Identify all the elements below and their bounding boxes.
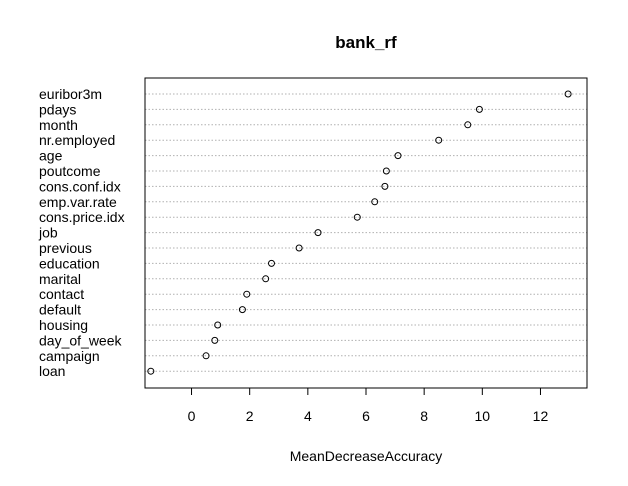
y-tick-label: pdays bbox=[39, 101, 76, 117]
data-point bbox=[394, 152, 402, 160]
x-tick-label: 0 bbox=[188, 408, 196, 424]
y-tick-label: poutcome bbox=[39, 163, 101, 179]
y-tick-label: contact bbox=[39, 286, 84, 302]
data-point bbox=[564, 90, 572, 98]
y-tick-label: housing bbox=[39, 317, 88, 333]
x-tick-label: 6 bbox=[362, 408, 370, 424]
data-point bbox=[267, 259, 275, 267]
x-tick-label: 12 bbox=[533, 408, 549, 424]
x-axis: 0 2 4 6 8 10 12 bbox=[188, 387, 549, 424]
x-tick-label: 4 bbox=[304, 408, 312, 424]
grid-lines bbox=[145, 93, 587, 372]
data-point bbox=[243, 290, 251, 298]
y-tick-label: job bbox=[38, 225, 58, 241]
data-point bbox=[475, 105, 483, 113]
y-tick-label: nr.employed bbox=[39, 132, 115, 148]
data-point bbox=[353, 213, 361, 221]
y-tick-label: cons.price.idx bbox=[39, 209, 125, 225]
y-tick-label: euribor3m bbox=[39, 86, 102, 102]
chart-title: bank_rf bbox=[335, 33, 397, 52]
data-point bbox=[435, 136, 443, 144]
x-axis-label: MeanDecreaseAccuracy bbox=[290, 448, 443, 464]
data-point bbox=[314, 229, 322, 237]
x-tick-label: 8 bbox=[420, 408, 428, 424]
y-axis-labels: euribor3mpdaysmonthnr.employedagepoutcom… bbox=[38, 86, 125, 379]
y-tick-label: age bbox=[39, 148, 63, 164]
y-tick-label: marital bbox=[39, 271, 81, 287]
data-point bbox=[211, 336, 219, 344]
y-tick-label: campaign bbox=[39, 348, 100, 364]
data-point bbox=[371, 198, 379, 206]
y-tick-label: education bbox=[39, 255, 100, 271]
y-tick-label: default bbox=[39, 302, 81, 318]
data-point bbox=[214, 321, 222, 329]
data-point bbox=[147, 367, 155, 375]
data-point bbox=[382, 167, 390, 175]
data-points bbox=[147, 90, 572, 375]
y-tick-label: day_of_week bbox=[39, 332, 123, 348]
y-tick-label: loan bbox=[39, 363, 65, 379]
data-point bbox=[295, 244, 303, 252]
data-point bbox=[381, 182, 389, 190]
data-point bbox=[202, 352, 210, 360]
y-tick-label: previous bbox=[39, 240, 92, 256]
x-tick-label: 10 bbox=[475, 408, 491, 424]
x-tick-label: 2 bbox=[246, 408, 254, 424]
data-point bbox=[464, 121, 472, 129]
y-tick-label: month bbox=[39, 117, 78, 133]
data-point bbox=[238, 306, 246, 314]
y-tick-label: emp.var.rate bbox=[39, 194, 117, 210]
data-point bbox=[262, 275, 270, 283]
y-tick-label: cons.conf.idx bbox=[39, 178, 121, 194]
